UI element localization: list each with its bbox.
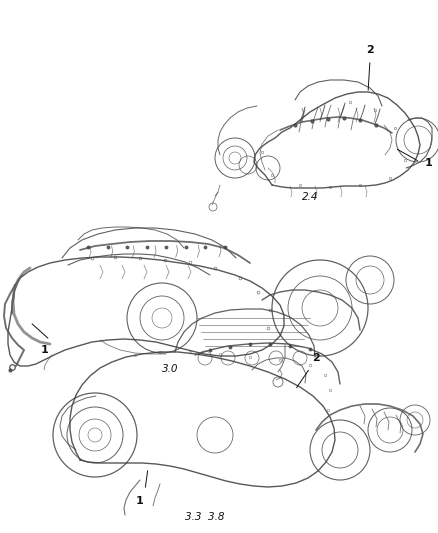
Text: 2: 2 (366, 45, 374, 55)
Text: 1: 1 (425, 158, 433, 168)
Text: 2.4: 2.4 (302, 192, 318, 202)
Text: 1: 1 (136, 496, 144, 506)
Text: 3.3  3.8: 3.3 3.8 (185, 512, 225, 522)
Text: 2: 2 (312, 353, 320, 363)
Text: 1: 1 (41, 345, 49, 355)
Text: 3.0: 3.0 (162, 364, 178, 374)
